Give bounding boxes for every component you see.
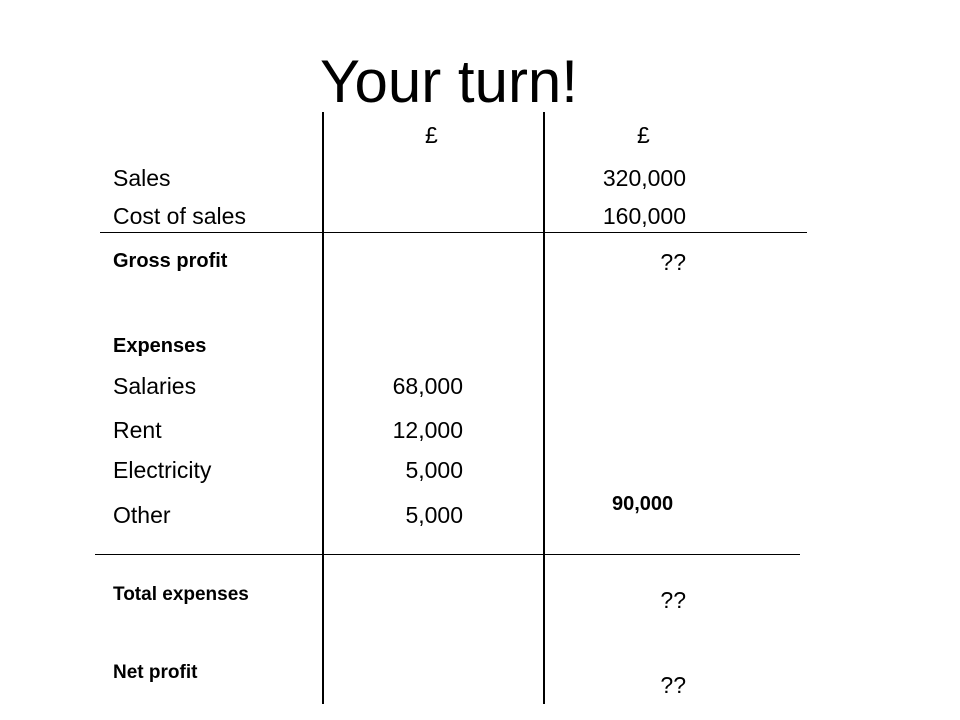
total-expenses-value: ?? [660,587,686,613]
expenses-heading: Expenses [113,335,207,357]
gross-profit-value: ?? [660,249,686,275]
rent-value: 12,000 [392,417,463,443]
cost-of-sales-value: 160,000 [602,203,686,229]
gross-profit-label: Gross profit [113,250,228,272]
sales-label: Sales [113,165,171,191]
other-label: Other [113,502,171,528]
gross-profit-rule [100,232,807,233]
sales-value: 320,000 [602,165,686,191]
column-header-2: £ [637,122,650,148]
net-profit-value: ?? [660,672,686,698]
net-profit-label: Net profit [113,662,198,683]
other-value: 5,000 [405,502,463,528]
cost-of-sales-label: Cost of sales [113,203,246,229]
column-divider-left [322,112,324,704]
slide-title: Your turn! [320,48,578,115]
expenses-total-value: 90,000 [612,493,674,515]
electricity-value: 5,000 [405,457,463,483]
total-expenses-rule [95,554,800,555]
column-header-1: £ [425,122,438,148]
salaries-value: 68,000 [392,373,463,399]
total-expenses-label: Total expenses [113,584,249,605]
electricity-label: Electricity [113,457,212,483]
column-divider-right [543,112,545,704]
salaries-label: Salaries [113,373,197,399]
rent-label: Rent [113,417,162,443]
